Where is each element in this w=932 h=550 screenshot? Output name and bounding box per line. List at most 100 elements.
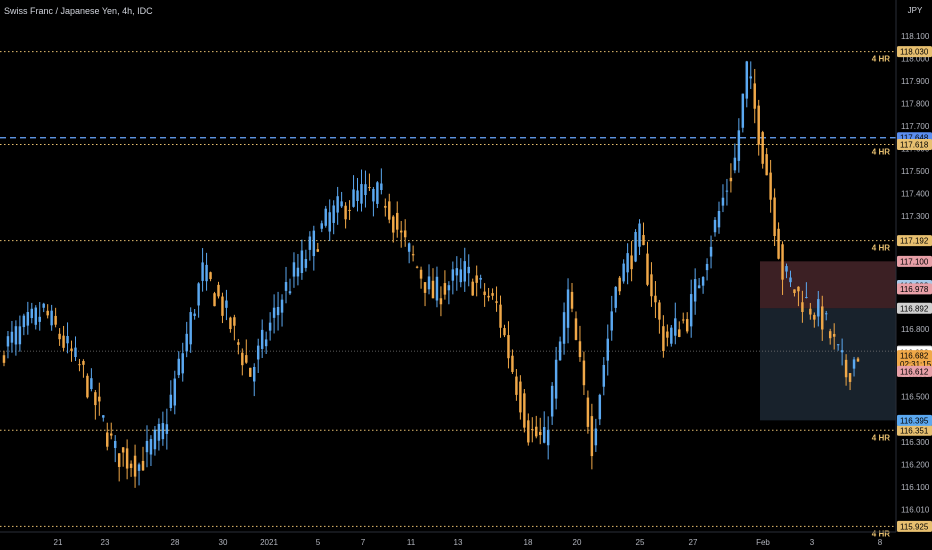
candle-body xyxy=(268,322,272,331)
level-tag: 4 HR xyxy=(872,55,890,64)
candle-body xyxy=(169,394,173,408)
candle-body xyxy=(717,210,721,228)
candle-body xyxy=(260,329,264,349)
candle-body xyxy=(678,329,681,337)
zone-target xyxy=(760,308,896,421)
symbol-legend[interactable]: Swiss Franc / Japanese Yen, 4h, IDC xyxy=(4,6,153,16)
candle-body xyxy=(574,318,578,340)
candle-body xyxy=(272,307,276,318)
candle-body xyxy=(848,373,852,382)
price-tag xyxy=(897,255,932,267)
x-tick-label: 18 xyxy=(524,538,533,547)
candle-body xyxy=(662,326,665,352)
candle-body xyxy=(173,378,177,406)
price-tag xyxy=(897,235,932,247)
price-tag-label: 116.351 xyxy=(900,426,929,435)
candle-body xyxy=(689,294,693,327)
candle-body xyxy=(821,306,824,330)
candle-body xyxy=(741,93,745,128)
candle-body xyxy=(725,190,729,192)
candle-body xyxy=(693,279,697,302)
candle-body xyxy=(411,254,415,256)
candle-body xyxy=(745,61,749,99)
candle-body xyxy=(241,352,244,366)
candle-body xyxy=(622,263,625,282)
level-tag: 4 HR xyxy=(872,244,890,253)
y-tick-label: 117.700 xyxy=(901,122,930,131)
candle-body xyxy=(288,291,292,294)
candle-body xyxy=(256,345,260,360)
price-tag xyxy=(897,424,932,436)
level-lines: 4 HR 4 HR 4 HR 4 HR 4 HR xyxy=(0,51,896,538)
candle-body xyxy=(443,283,447,295)
price-tag-label: 117.100 xyxy=(900,257,929,266)
candle-body xyxy=(292,262,296,277)
candle-body xyxy=(308,236,312,250)
candle-body xyxy=(74,347,77,358)
candle-body xyxy=(141,460,145,471)
candle-body xyxy=(721,197,725,206)
candle-body xyxy=(384,205,387,208)
candle-body xyxy=(189,312,192,345)
candle-body xyxy=(610,311,613,331)
candle-body xyxy=(757,105,760,145)
candle-body xyxy=(531,429,534,431)
y-tick-label: 116.100 xyxy=(901,483,930,492)
candle-body xyxy=(137,464,141,471)
candle-body xyxy=(832,333,836,337)
candle-body xyxy=(515,376,518,395)
candle-body xyxy=(487,295,490,298)
candle-body xyxy=(729,177,733,182)
y-tick-label: 117.500 xyxy=(901,167,930,176)
candle-body xyxy=(153,429,157,450)
x-tick-label: 13 xyxy=(454,538,463,547)
candle-body xyxy=(18,326,22,345)
candle-body xyxy=(205,264,208,282)
candle-body xyxy=(578,341,582,358)
candle-body xyxy=(392,216,395,233)
candle-body xyxy=(753,83,756,109)
level-tag: 4 HR xyxy=(872,148,890,157)
candle-body xyxy=(507,335,510,359)
candle-body xyxy=(66,336,69,344)
candle-body xyxy=(785,266,788,272)
candle-body xyxy=(26,312,30,326)
candle-body xyxy=(110,433,113,436)
candle-body xyxy=(427,276,431,290)
candle-body xyxy=(344,205,347,220)
candle-body xyxy=(769,172,772,200)
candle-body xyxy=(102,415,105,418)
currency-badge[interactable]: JPY xyxy=(907,6,923,15)
candle-body xyxy=(237,342,240,345)
level-tag: 4 HR xyxy=(872,433,890,442)
candle-body xyxy=(439,298,443,305)
candle-body xyxy=(737,130,741,161)
candle-body xyxy=(801,302,804,312)
candle-body xyxy=(423,282,427,293)
candle-body xyxy=(229,317,232,330)
candle-body xyxy=(542,427,546,443)
candle-body xyxy=(328,212,331,232)
candle-body xyxy=(499,304,502,328)
candle-body xyxy=(495,301,498,303)
candle-body xyxy=(62,335,65,348)
candle-body xyxy=(817,299,820,317)
price-tag-label: 117.648 xyxy=(900,134,929,143)
candle-body xyxy=(852,359,856,369)
y-tick-label: 116.300 xyxy=(901,438,930,447)
candle-body xyxy=(435,276,439,301)
candle-body xyxy=(213,293,216,307)
candle-body xyxy=(372,188,375,202)
x-tick-label: 23 xyxy=(101,538,110,547)
candle-body xyxy=(300,250,304,273)
time-axis[interactable]: 21 23 28 30 2021 5 7 11 13 18 20 25 27 Feb 3 8 xyxy=(54,538,883,547)
candle-body xyxy=(253,366,256,382)
candle-body xyxy=(602,364,606,387)
candle-body xyxy=(360,184,363,204)
price-tag xyxy=(897,46,932,58)
candle-body xyxy=(133,455,137,477)
candle-body xyxy=(701,277,705,286)
candle-body xyxy=(431,280,435,299)
